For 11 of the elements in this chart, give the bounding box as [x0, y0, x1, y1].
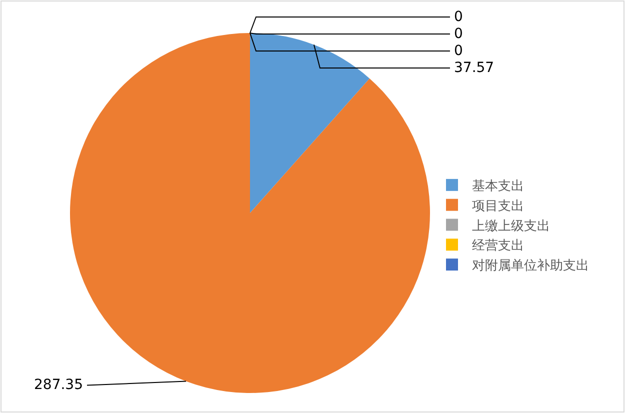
- data-label: 37.57: [454, 60, 494, 76]
- legend-label: 基本支出: [472, 179, 524, 194]
- legend-label: 上缴上级支出: [472, 218, 550, 234]
- text: 0: [454, 9, 463, 25]
- legend-label: 对附属单位补助支出: [472, 258, 589, 274]
- legend-label: 经营支出: [472, 238, 524, 254]
- pie-slice: [250, 33, 370, 213]
- text: 0: [454, 26, 463, 42]
- data-label: 287.35: [34, 377, 83, 393]
- text: 0: [454, 43, 463, 59]
- legend-label: 项目支出: [472, 198, 524, 214]
